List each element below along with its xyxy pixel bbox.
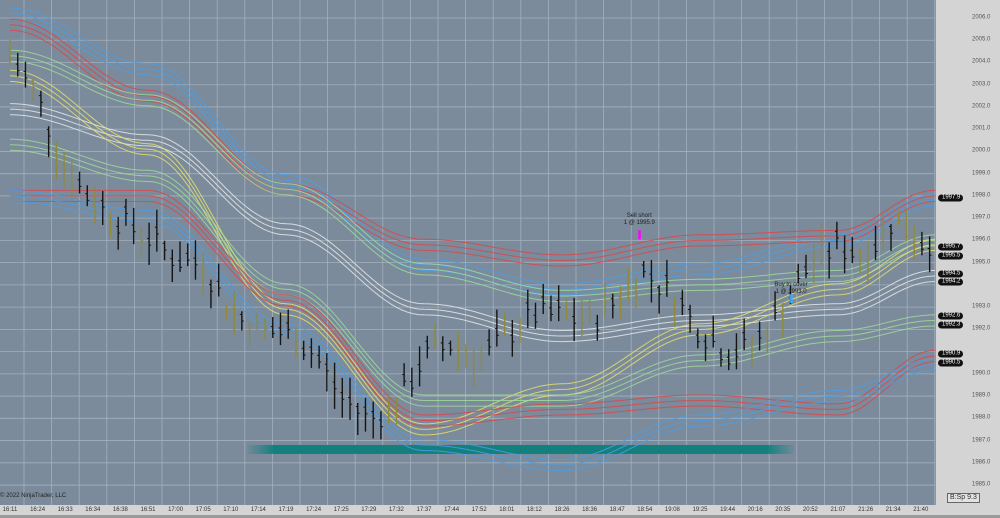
time-tick-label: 18:54	[637, 507, 653, 513]
indicator-band-line	[9, 55, 935, 297]
time-tick-label: 21:26	[858, 507, 874, 513]
price-tick-label: 1987.0	[972, 437, 991, 444]
indicator-band-line	[9, 138, 935, 396]
indicator-band-line	[9, 49, 935, 291]
time-tick-label: 19:08	[664, 507, 680, 513]
time-tick-label: 16:34	[85, 507, 101, 513]
time-tick-label: 17:19	[278, 507, 294, 513]
time-tick-label: 16:24	[30, 507, 46, 513]
copyright-text: © 2022 NinjaTrader, LLC	[0, 493, 67, 499]
price-tick-label: 1999.0	[972, 170, 991, 177]
support-zone	[247, 444, 794, 454]
price-flag: 1990.9	[938, 350, 964, 358]
time-axis[interactable]: 16:11 16:24 16:33 16:34 16:38 16:51 17:00 17:05…	[0, 505, 935, 515]
price-tick-label: 1989.0	[972, 392, 991, 399]
time-tick-label: 17:29	[361, 507, 377, 513]
price-chart	[0, 0, 935, 505]
price-axis[interactable]: 2006.0 2005.0 2004.0 2003.0 2002.0 2001.0 2000…	[935, 0, 1000, 505]
time-tick-label: 19:25	[692, 507, 708, 513]
time-tick-label: 17:44	[444, 507, 460, 513]
indicator-band-line	[9, 29, 935, 267]
price-flag: 1995.7	[938, 243, 964, 251]
time-tick-label: 18:47	[609, 507, 625, 513]
price-tick-label: 1998.0	[972, 192, 991, 199]
time-tick-label: 17:25	[333, 507, 349, 513]
time-tick-label: 18:12	[526, 507, 542, 513]
time-tick-label: 16:11	[2, 507, 18, 513]
price-tick-label: 1988.0	[972, 414, 991, 421]
time-tick-label: 17:52	[471, 507, 487, 513]
price-flag: 1994.5	[938, 270, 964, 278]
indicator-band-line	[10, 195, 935, 421]
time-tick-label: 18:36	[582, 507, 598, 513]
time-tick-label: 17:32	[388, 507, 404, 513]
time-tick-label: 20:35	[775, 507, 791, 513]
indicator-band-line	[9, 103, 935, 332]
chart-plot-area[interactable]: © 2022 NinjaTrader, LLC Sell short 1 @ 19…	[0, 0, 935, 505]
price-flag: 1997.9	[938, 194, 964, 202]
price-tick-label: 2006.0	[972, 14, 991, 21]
indicator-band-line	[9, 60, 935, 303]
indicator-band-line	[9, 24, 935, 261]
time-tick-label: 17:05	[195, 507, 211, 513]
time-tick-label: 21:34	[885, 507, 901, 513]
price-tick-label: 2000.0	[972, 147, 991, 154]
price-flag: 1990.5	[938, 359, 964, 367]
price-tick-label: 2005.0	[972, 36, 991, 43]
price-flag: 1992.6	[938, 312, 964, 320]
time-tick-label: 17:24	[306, 507, 322, 513]
trade-arrow-icon	[790, 294, 793, 304]
time-tick-label: 16:33	[57, 507, 73, 513]
indicator-band-line	[10, 189, 935, 416]
annotation-action: Buy to cover	[774, 282, 808, 289]
time-tick-label: 21:40	[913, 507, 929, 513]
indicator-band-line	[9, 201, 935, 472]
price-tick-label: 1997.0	[972, 214, 991, 221]
indicator-band-line	[9, 144, 935, 401]
price-tick-label: 1986.0	[972, 459, 991, 466]
annotation-action: Sell short	[626, 213, 652, 220]
indicator-band-line	[9, 108, 935, 337]
time-tick-label: 17:14	[250, 507, 266, 513]
time-tick-label: 17:37	[416, 507, 432, 513]
price-tick-label: 1985.0	[972, 481, 991, 488]
trade-arrow-icon	[638, 230, 641, 240]
indicator-band-line	[9, 195, 935, 466]
price-tick-label: 1996.0	[972, 236, 991, 243]
bottom-border	[0, 515, 1000, 518]
time-tick-label: 16:38	[112, 507, 128, 513]
time-tick-label: 20:52	[802, 507, 818, 513]
indicator-band-line	[9, 18, 935, 256]
trade-annotation[interactable]: Buy to cover 1 @ 1993.0	[766, 282, 816, 296]
price-tick-label: 2003.0	[972, 81, 991, 88]
price-tick-label: 1992.0	[972, 325, 991, 332]
price-flag: 1994.2	[938, 278, 964, 286]
annotation-fill: 1 @ 1995.9	[623, 220, 655, 227]
price-tick-label: 1995.0	[972, 259, 991, 266]
time-tick-label: 18:26	[554, 507, 570, 513]
price-tick-label: 2001.0	[972, 125, 991, 132]
price-tick-label: 1993.0	[972, 303, 991, 310]
status-box: B:Sp 9.3	[947, 493, 980, 503]
time-tick-label: 19:44	[720, 507, 736, 513]
time-tick-label: 17:10	[223, 507, 239, 513]
price-tick-label: 2004.0	[972, 58, 991, 65]
indicator-band-line	[10, 201, 935, 427]
time-tick-label: 17:00	[168, 507, 184, 513]
price-flag: 1992.3	[938, 321, 964, 329]
time-tick-label: 20:16	[747, 507, 763, 513]
indicator-band-line	[9, 149, 935, 407]
trade-annotation[interactable]: Sell short 1 @ 1995.9	[614, 213, 664, 227]
indicator-band-line	[10, 189, 935, 461]
indicator-band-line	[9, 69, 935, 425]
time-tick-label: 16:51	[140, 507, 156, 513]
price-tick-label: 2002.0	[972, 103, 991, 110]
annotation-fill: 1 @ 1993.0	[775, 289, 807, 296]
price-flag: 1995.5	[938, 252, 964, 260]
time-tick-label: 18:01	[499, 507, 515, 513]
time-tick-label: 21:07	[830, 507, 846, 513]
price-tick-label: 1990.0	[972, 370, 991, 377]
indicator-band-line	[9, 7, 935, 285]
